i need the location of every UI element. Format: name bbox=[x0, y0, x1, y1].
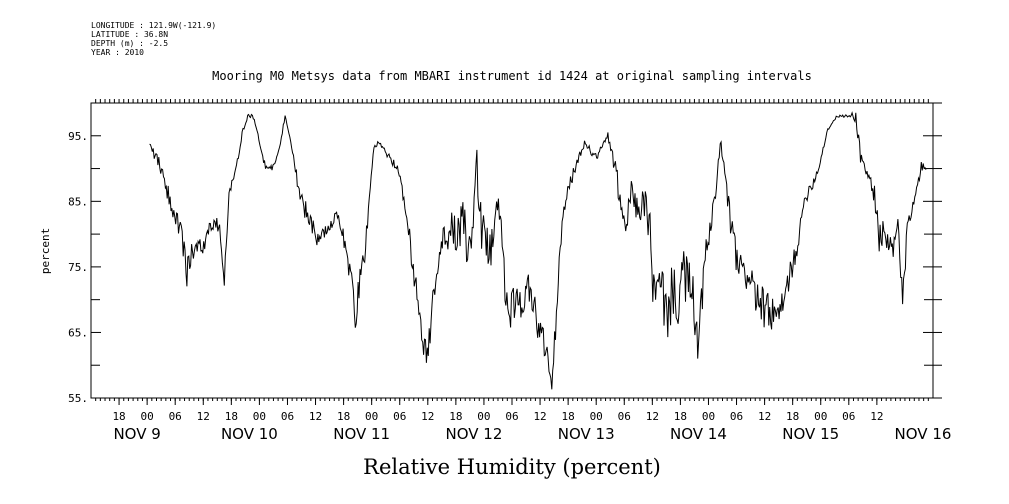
y-tick-label: 55. bbox=[68, 392, 88, 405]
x-day-label: NOV 9 bbox=[113, 425, 160, 443]
x-hour-tick-label: 06 bbox=[842, 410, 855, 423]
x-hour-tick-label: 18 bbox=[112, 410, 125, 423]
year-text: YEAR : 2010 bbox=[91, 48, 144, 57]
x-hour-tick-label: 12 bbox=[870, 410, 883, 423]
x-hour-tick-label: 12 bbox=[758, 410, 771, 423]
x-axis-label: Relative Humidity (percent) bbox=[363, 455, 661, 479]
y-tick-label: 65. bbox=[68, 326, 88, 339]
y-tick-label: 95. bbox=[68, 130, 88, 143]
x-hour-tick-label: 06 bbox=[393, 410, 406, 423]
x-hour-tick-label: 18 bbox=[225, 410, 238, 423]
x-hour-tick-label: 06 bbox=[281, 410, 294, 423]
x-hour-tick-label: 12 bbox=[197, 410, 210, 423]
x-day-label: NOV 14 bbox=[670, 425, 727, 443]
x-day-label: NOV 13 bbox=[558, 425, 615, 443]
y-axis-label: percent bbox=[39, 228, 52, 274]
station-metadata: LONGITUDE : 121.9W(-121.9) LATITUDE : 36… bbox=[91, 21, 216, 57]
y-tick-label: 75. bbox=[68, 261, 88, 274]
x-hour-tick-label: 00 bbox=[590, 410, 603, 423]
x-hour-tick-label: 00 bbox=[253, 410, 266, 423]
depth-text: DEPTH (m) : -2.5 bbox=[91, 39, 169, 48]
x-day-label: NOV 12 bbox=[445, 425, 502, 443]
x-day-label: NOV 15 bbox=[782, 425, 839, 443]
x-hour-tick-label: 18 bbox=[449, 410, 462, 423]
x-hour-tick-label: 06 bbox=[169, 410, 182, 423]
x-hour-tick-label: 06 bbox=[730, 410, 743, 423]
x-hour-tick-label: 00 bbox=[365, 410, 378, 423]
x-hour-tick-label: 18 bbox=[562, 410, 575, 423]
x-hour-tick-label: 18 bbox=[674, 410, 687, 423]
x-hour-tick-label: 06 bbox=[505, 410, 518, 423]
x-hour-tick-label: 12 bbox=[646, 410, 659, 423]
x-hour-tick-label: 12 bbox=[421, 410, 434, 423]
chart-title: Mooring M0 Metsys data from MBARI instru… bbox=[212, 69, 812, 83]
x-hour-tick-label: 00 bbox=[814, 410, 827, 423]
plot-frame bbox=[90, 102, 934, 399]
x-hour-tick-label: 06 bbox=[618, 410, 631, 423]
latitude-text: LATITUDE : 36.8N bbox=[91, 30, 169, 39]
x-hour-tick-label: 12 bbox=[309, 410, 322, 423]
x-hour-tick-label: 12 bbox=[533, 410, 546, 423]
x-hour-tick-label: 00 bbox=[477, 410, 490, 423]
x-hour-tick-label: 18 bbox=[786, 410, 799, 423]
axes-group: 18 00 06 12 18 00 06 12 18 00 06 12 18 00 06 12 18 00 06 12… bbox=[68, 99, 951, 443]
x-hour-tick-label: 00 bbox=[141, 410, 154, 423]
x-day-label: NOV 11 bbox=[333, 425, 390, 443]
longitude-text: LONGITUDE : 121.9W(-121.9) bbox=[91, 21, 217, 30]
x-day-label: NOV 16 bbox=[895, 425, 952, 443]
y-tick-label: 85. bbox=[68, 195, 88, 208]
humidity-series-line bbox=[149, 111, 927, 390]
x-hour-tick-label: 00 bbox=[702, 410, 715, 423]
x-day-label: NOV 10 bbox=[221, 425, 278, 443]
x-hour-tick-label: 18 bbox=[337, 410, 350, 423]
